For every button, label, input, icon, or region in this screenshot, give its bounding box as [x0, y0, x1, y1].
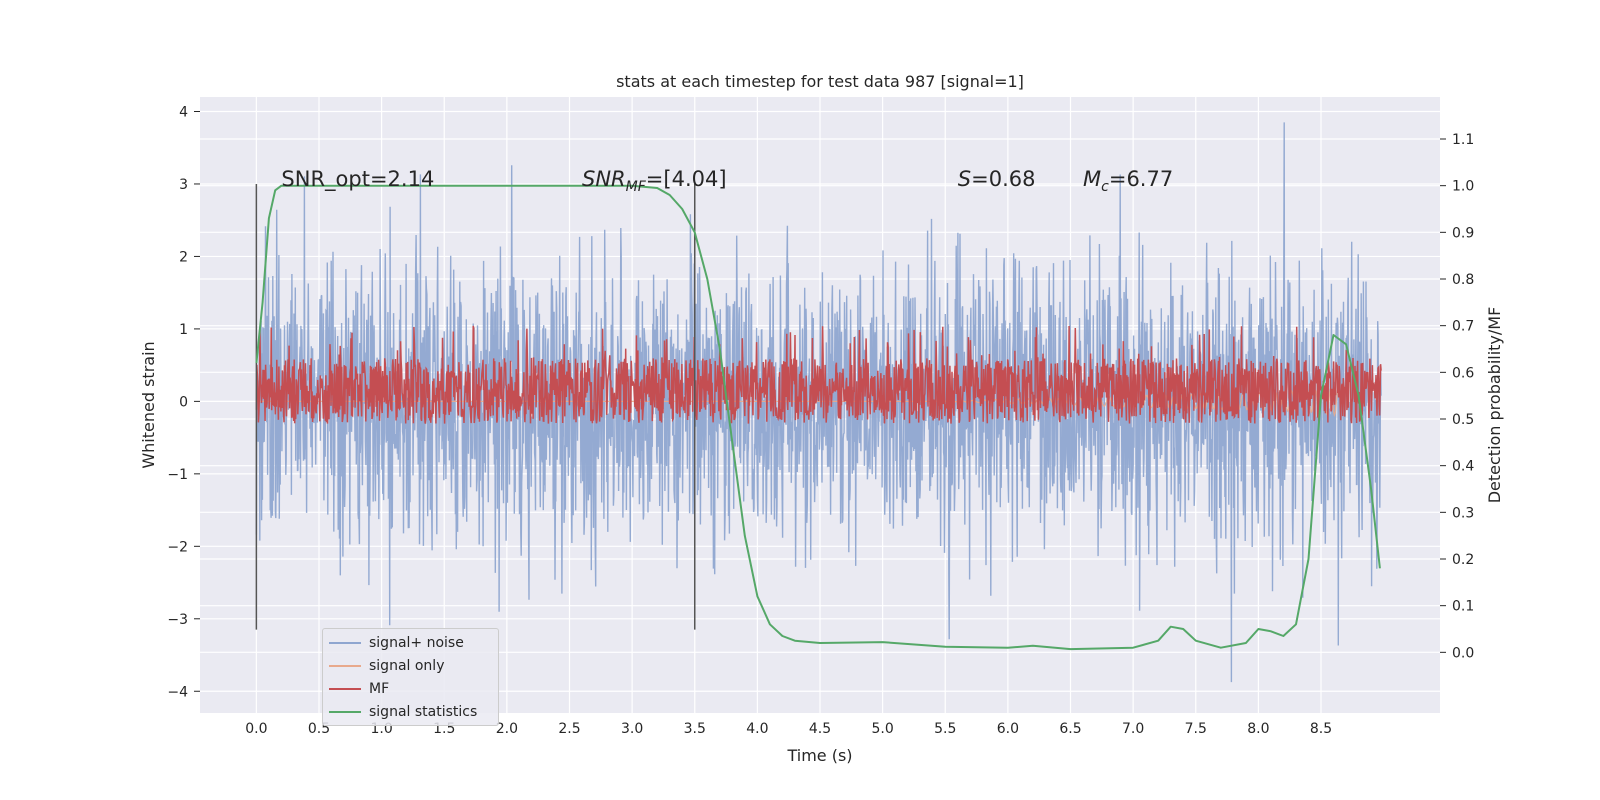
legend-entry-signal-only: signal only	[329, 656, 444, 676]
signal-noise-line	[255, 122, 1382, 683]
annotation-text: S=0.68	[958, 167, 1036, 191]
y-tick-label: −1	[167, 467, 188, 483]
y2-tick-label: 1.0	[1452, 179, 1474, 195]
y-tick-label: −2	[167, 539, 188, 555]
y-tick-label: 2	[179, 249, 188, 265]
x-tick-label: 4.0	[746, 721, 768, 737]
legend-swatch-signal-statistics	[329, 711, 361, 713]
annotation-text: SNR_opt=2.14	[281, 167, 434, 192]
y2-tick-label: 0.7	[1452, 319, 1474, 335]
x-tick-label: 2.5	[558, 721, 580, 737]
legend-entry-mf: MF	[329, 679, 389, 699]
x-tick-label: 0.0	[245, 721, 267, 737]
x-tick-label: 3.0	[621, 721, 643, 737]
y2-tick-label: 1.1	[1452, 132, 1474, 148]
y2-tick-label: 0.5	[1452, 412, 1474, 428]
legend-swatch-signal-only	[329, 665, 361, 667]
x-tick-label: 5.0	[871, 721, 893, 737]
series-signal-noise	[255, 122, 1382, 683]
legend-label-mf: MF	[369, 681, 390, 697]
y-tick-label: 4	[179, 104, 188, 120]
chart-title: stats at each timestep for test data 987…	[616, 72, 1024, 91]
y2-tick-label: 0.0	[1452, 645, 1474, 661]
x-tick-label: 3.5	[684, 721, 706, 737]
annotation-text: Mc=6.77	[1083, 167, 1173, 195]
series-mf	[255, 325, 1382, 424]
y-tick-label: −4	[167, 684, 188, 700]
y-tick-labels: −4 −3 −2 −1 0 1 2 3 4	[167, 104, 200, 700]
y2-tick-label: 0.2	[1452, 552, 1474, 568]
y2-tick-label: 0.3	[1452, 505, 1474, 521]
legend-label-signal-only: signal only	[369, 658, 445, 674]
legend-label-signal-noise: signal+ noise	[369, 635, 464, 651]
x-tick-label: 8.5	[1310, 721, 1332, 737]
mf-line	[255, 325, 1382, 424]
x-tick-label: 4.5	[809, 721, 831, 737]
legend: signal+ noise signal only MF signal stat…	[322, 628, 499, 726]
x-tick-label: 6.0	[997, 721, 1019, 737]
y2-tick-label: 0.1	[1452, 599, 1474, 615]
x-tick-label: 5.5	[934, 721, 956, 737]
x-tick-label: 2.0	[496, 721, 518, 737]
annotation-text: SNRMF=[4.04]	[582, 167, 727, 195]
legend-swatch-signal-noise	[329, 642, 361, 644]
y-tick-label: 3	[179, 177, 188, 193]
signal-statistics-line	[255, 184, 1381, 651]
y2-axis-label: Detection probability/MF	[1485, 307, 1504, 504]
legend-label-signal-statistics: signal statistics	[369, 704, 478, 720]
x-tick-label: 6.5	[1059, 721, 1081, 737]
y-tick-label: 1	[179, 322, 188, 338]
y-tick-label: −3	[167, 612, 188, 628]
series-signal-statistics	[255, 184, 1381, 651]
y2-tick-label: 0.8	[1452, 272, 1474, 288]
x-tick-label: 8.0	[1247, 721, 1269, 737]
vertical-lines	[255, 183, 696, 630]
y-axis-label: Whitened strain	[139, 341, 158, 468]
legend-swatch-mf	[329, 688, 361, 690]
x-tick-label: 7.5	[1185, 721, 1207, 737]
x-axis-label: Time (s)	[786, 746, 852, 765]
legend-entry-signal-statistics: signal statistics	[329, 702, 477, 722]
y2-tick-labels: 0.0 0.1 0.2 0.3 0.4 0.5 0.6 0.7 0.8 0.9 1.0 1.1	[1440, 132, 1474, 661]
y2-tick-label: 0.9	[1452, 225, 1474, 241]
y-tick-label: 0	[179, 394, 188, 410]
y2-tick-label: 0.6	[1452, 365, 1474, 381]
annotations: SNR_opt=2.14 SNRMF=[4.04] S=0.68 Mc=6.77	[281, 167, 1173, 195]
y2-tick-label: 0.4	[1452, 459, 1474, 475]
legend-entry-signal-noise: signal+ noise	[329, 633, 464, 653]
x-tick-label: 7.0	[1122, 721, 1144, 737]
